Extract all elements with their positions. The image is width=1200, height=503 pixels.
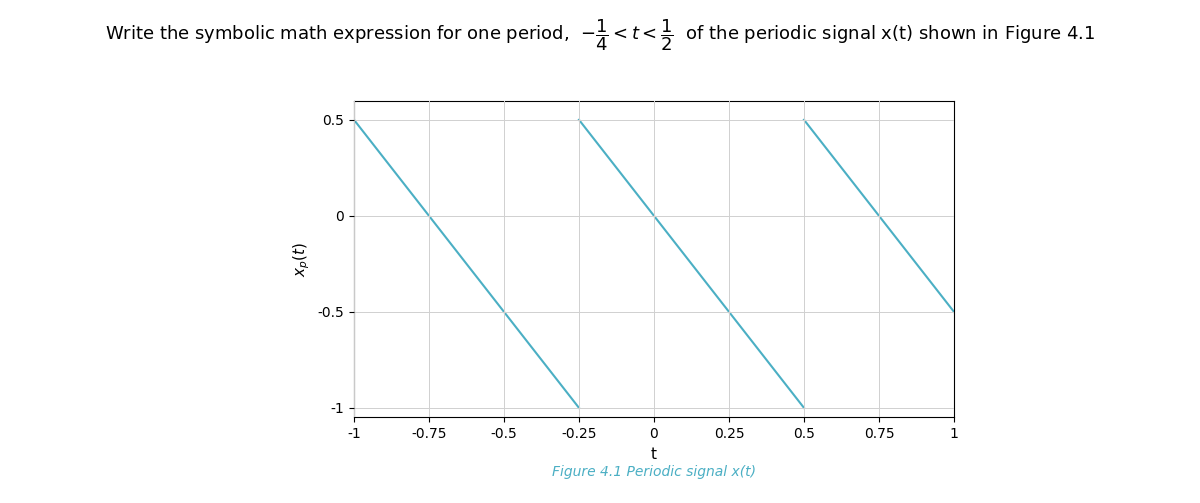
Text: Figure 4.1 Periodic signal x(t): Figure 4.1 Periodic signal x(t)	[552, 465, 756, 479]
Text: Write the symbolic math expression for one period,  $-\dfrac{1}{4} < t < \dfrac{: Write the symbolic math expression for o…	[104, 18, 1096, 53]
X-axis label: t: t	[650, 447, 658, 462]
Y-axis label: $x_p(t)$: $x_p(t)$	[292, 241, 312, 277]
